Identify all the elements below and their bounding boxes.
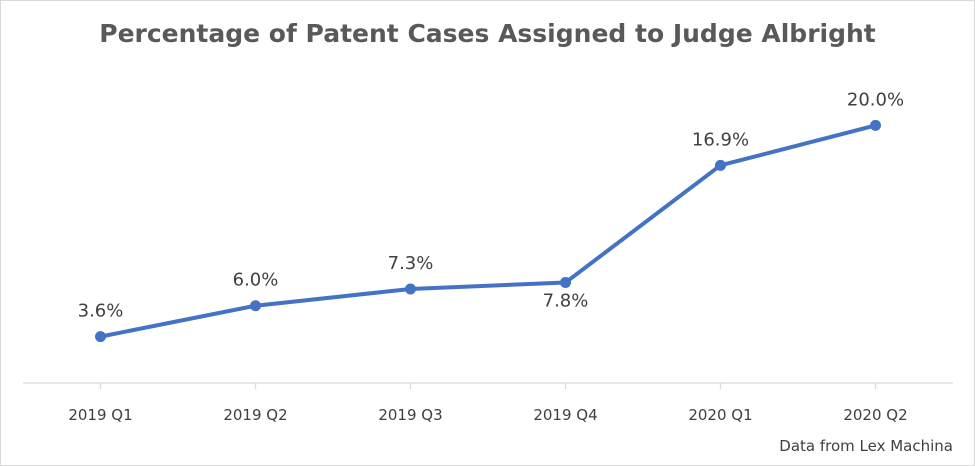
data-label: 7.8% [543,291,589,312]
data-point [560,277,571,289]
series-line [98,123,878,339]
chart-title: Percentage of Patent Cases Assigned to J… [99,19,876,48]
data-point [870,119,881,131]
source-note: Data from Lex Machina [779,437,953,455]
data-point [250,300,261,312]
data-label: 6.0% [233,270,279,291]
x-tick-label: 2019 Q1 [68,406,132,424]
data-point [715,159,726,171]
x-tick-label: 2020 Q2 [843,406,907,424]
x-tick-label: 2019 Q4 [533,406,597,424]
data-label: 3.6% [78,301,124,322]
data-label: 20.0% [847,89,904,110]
data-label: 7.3% [388,253,434,274]
data-label: 16.9% [692,129,749,150]
data-point [405,283,416,295]
x-tick-label: 2019 Q3 [378,406,442,424]
data-point [95,331,106,343]
x-tick-label: 2019 Q2 [223,406,287,424]
x-tick-label: 2020 Q1 [688,406,752,424]
